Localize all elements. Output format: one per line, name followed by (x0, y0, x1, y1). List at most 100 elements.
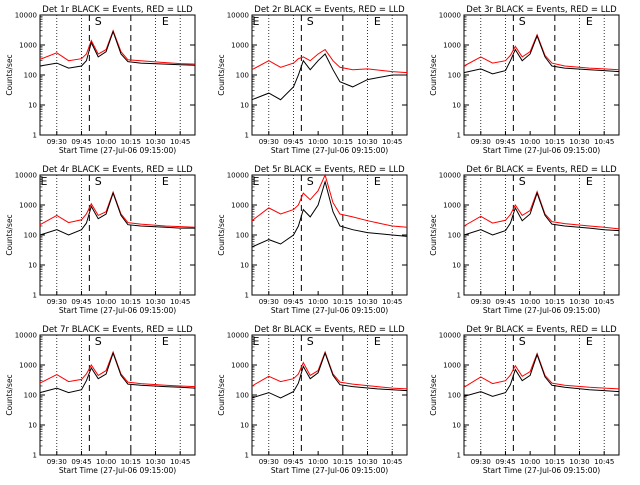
y-tick-label: 1 (457, 132, 461, 140)
interval-marker-label: E (162, 335, 169, 348)
y-tick-label: 1000 (443, 202, 461, 210)
y-tick-label: 10000 (15, 332, 37, 340)
x-tick-label: 10:15 (545, 298, 565, 306)
x-tick-label: 10:30 (145, 298, 165, 306)
interval-marker-label: E (586, 335, 593, 348)
x-tick-label: 10:30 (357, 458, 377, 466)
series-line-events (251, 53, 407, 101)
plot-frame (39, 334, 196, 456)
x-tick-label: 10:30 (569, 298, 589, 306)
y-tick-label: 1000 (231, 362, 249, 370)
plot-frame (39, 174, 196, 296)
detector-panel: Det 8r BLACK = Events, RED = LLD 1 10 100 10… (217, 325, 408, 475)
panel-title: Det 2r BLACK = Events, RED = LLD (254, 5, 405, 15)
y-tick-label: 1 (457, 292, 461, 300)
plot-frame (251, 174, 408, 296)
interval-marker-label: S (307, 175, 314, 188)
x-tick-label: 10:00 (520, 458, 540, 466)
x-tick-label: 10:00 (96, 458, 116, 466)
x-tick-label: 09:45 (283, 458, 303, 466)
plot-frame (463, 14, 620, 136)
x-tick-label: 10:00 (308, 458, 328, 466)
y-tick-label: 10 (240, 422, 249, 430)
y-tick-label: 10000 (227, 332, 249, 340)
x-tick-label: 10:30 (145, 458, 165, 466)
y-tick-label: 100 (24, 392, 37, 400)
x-tick-label: 10:15 (333, 138, 353, 146)
x-tick-label: 10:45 (170, 458, 190, 466)
x-axis-label: Start Time (27-Jul-06 09:15:00) (59, 466, 176, 475)
y-tick-label: 10 (452, 422, 461, 430)
detector-panel: Det 2r BLACK = Events, RED = LLD 1 10 100 10… (217, 5, 408, 155)
x-tick-label: 09:30 (47, 298, 67, 306)
x-tick-label: 10:45 (382, 298, 402, 306)
x-axis-label: Start Time (27-Jul-06 09:15:00) (271, 306, 388, 315)
plot-frame (463, 334, 620, 456)
interval-marker-label: E (374, 15, 381, 28)
plot-frame (463, 174, 620, 296)
interval-marker-label: E (252, 335, 259, 348)
interval-marker-label: S (95, 15, 102, 28)
x-tick-label: 10:30 (357, 138, 377, 146)
y-axis-label: Counts/sec (429, 374, 438, 415)
y-tick-label: 1000 (231, 202, 249, 210)
x-tick-label: 09:45 (495, 138, 515, 146)
y-axis-label: Counts/sec (5, 214, 14, 255)
interval-marker-label: E (252, 175, 259, 188)
series-line-events (463, 191, 620, 236)
interval-marker-label: S (307, 15, 314, 28)
x-tick-label: 10:15 (545, 458, 565, 466)
x-axis-label: Start Time (27-Jul-06 09:15:00) (271, 466, 388, 475)
interval-marker-label: S (519, 175, 526, 188)
detector-panel: Det 5r BLACK = Events, RED = LLD 1 10 100 10… (217, 165, 408, 315)
x-tick-label: 10:00 (308, 138, 328, 146)
x-tick-label: 10:30 (357, 298, 377, 306)
panel-title: Det 9r BLACK = Events, RED = LLD (466, 325, 617, 335)
series-line-lld (463, 33, 620, 71)
y-tick-label: 10000 (439, 332, 461, 340)
x-tick-label: 10:15 (121, 138, 141, 146)
x-axis-label: Start Time (27-Jul-06 09:15:00) (483, 466, 600, 475)
detector-panel: Det 3r BLACK = Events, RED = LLD 1 10 100 10… (429, 5, 620, 155)
x-tick-label: 09:30 (259, 298, 279, 306)
y-tick-label: 10 (28, 102, 37, 110)
y-tick-label: 10000 (15, 12, 37, 20)
y-tick-label: 100 (448, 232, 461, 240)
panel-title: Det 4r BLACK = Events, RED = LLD (42, 165, 193, 175)
y-tick-label: 100 (236, 232, 249, 240)
x-tick-label: 09:30 (259, 458, 279, 466)
y-tick-label: 10000 (15, 172, 37, 180)
interval-marker-label: E (252, 15, 259, 28)
y-axis-label: Counts/sec (5, 374, 14, 415)
y-tick-label: 10 (240, 102, 249, 110)
y-tick-label: 100 (24, 72, 37, 80)
x-tick-label: 10:15 (121, 298, 141, 306)
y-tick-label: 1 (33, 452, 37, 460)
interval-marker-label: E (586, 175, 593, 188)
x-tick-label: 09:45 (283, 298, 303, 306)
y-axis-label: Counts/sec (429, 54, 438, 95)
x-tick-label: 10:00 (520, 298, 540, 306)
y-tick-label: 1 (245, 452, 249, 460)
series-line-lld (251, 48, 408, 74)
x-tick-label: 10:15 (121, 458, 141, 466)
y-tick-label: 1 (245, 132, 249, 140)
x-axis-label: Start Time (27-Jul-06 09:15:00) (483, 146, 600, 155)
x-tick-label: 09:45 (495, 458, 515, 466)
panel-title: Det 3r BLACK = Events, RED = LLD (466, 5, 617, 15)
interval-marker-label: E (40, 175, 47, 188)
series-line-lld (463, 352, 620, 390)
panel-title: Det 6r BLACK = Events, RED = LLD (466, 165, 617, 175)
interval-marker-label: E (162, 15, 169, 28)
x-tick-label: 10:45 (382, 458, 402, 466)
x-tick-label: 10:00 (308, 298, 328, 306)
series-line-lld (39, 350, 196, 388)
x-tick-label: 10:30 (145, 138, 165, 146)
y-tick-label: 100 (24, 232, 37, 240)
interval-marker-label: S (95, 335, 102, 348)
x-tick-label: 09:30 (471, 298, 491, 306)
x-tick-label: 09:45 (71, 298, 91, 306)
x-tick-label: 09:30 (259, 138, 279, 146)
y-tick-label: 1 (33, 292, 37, 300)
